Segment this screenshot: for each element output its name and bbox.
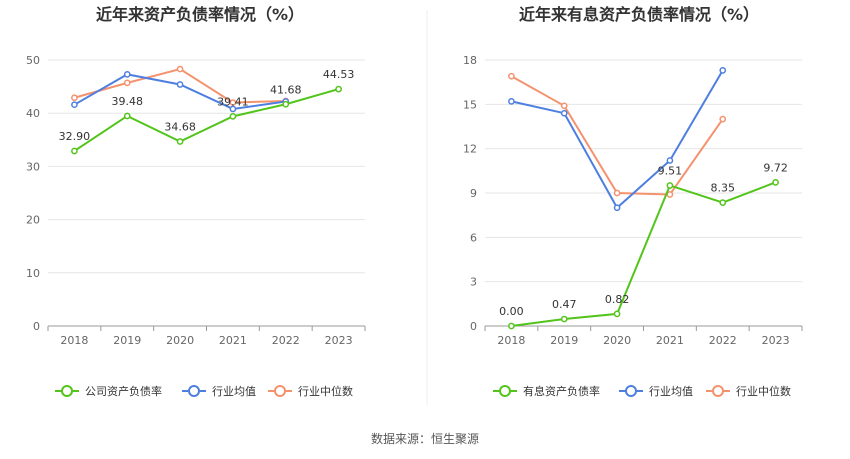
legend-label: 行业均值 [212,385,256,398]
data-point [176,65,184,73]
data-point [123,112,131,120]
source-note: 数据来源：恒生聚源 [370,432,479,446]
data-point [560,109,568,117]
legend-item: 行业均值 [182,385,256,398]
legend-marker [712,385,724,397]
series-line-industry-mean [73,73,286,110]
data-point [719,66,727,74]
data-point [229,105,237,113]
legend-label: 行业中位数 [298,384,353,398]
chart-title: 近年来有息资产负债率情况（%） [519,5,759,24]
y-tick-label: 18 [463,54,477,67]
legend-label: 公司资产负债率 [85,384,162,398]
legend-label: 行业均值 [649,385,693,398]
data-label: 39.48 [112,95,144,108]
legend-marker [274,385,286,397]
data-point [71,101,78,109]
series-line-industry-median [510,75,724,196]
x-tick-label: 2019 [113,334,141,347]
legend-item: 行业中位数 [706,384,791,398]
y-tick-label: 3 [470,276,477,289]
x-tick-label: 2020 [603,334,631,347]
x-tick-label: 2023 [762,334,790,347]
data-label: 9.51 [658,164,683,177]
legend-marker [188,385,200,397]
data-point [282,100,290,108]
data-point [508,322,515,330]
legend-marker [625,385,637,397]
x-tick-label: 2020 [166,334,194,347]
data-point [560,315,568,323]
data-label: 0.47 [552,298,577,311]
data-point [613,204,621,212]
x-tick-label: 2022 [272,334,300,347]
x-tick-label: 2023 [325,334,353,347]
data-point [176,81,184,88]
data-label: 44.53 [323,68,355,81]
data-point [123,79,131,87]
y-tick-label: 50 [26,54,40,67]
data-point [613,189,621,197]
y-tick-label: 0 [33,320,40,333]
x-tick-label: 2018 [60,334,88,347]
x-tick-label: 2019 [550,334,578,347]
legend-item: 行业中位数 [268,384,353,398]
x-tick-label: 2022 [709,334,737,347]
legend-label: 有息资产负债率 [523,384,600,398]
legend-marker [499,385,511,397]
data-label: 8.35 [711,182,736,195]
legend-item: 行业均值 [619,385,693,398]
y-tick-label: 12 [463,143,477,156]
legend-item: 有息资产负债率 [493,384,600,398]
y-tick-label: 6 [470,231,477,244]
legend-marker [61,385,73,397]
y-tick-label: 20 [26,214,40,227]
y-tick-label: 15 [463,98,477,111]
x-tick-label: 2021 [656,334,684,347]
y-tick-label: 10 [26,267,40,280]
data-point [71,94,78,102]
series-line-main [73,88,339,152]
series-line-main [511,181,776,327]
data-label: 41.68 [270,83,302,96]
data-label: 32.90 [59,130,91,143]
data-label: 0.82 [605,293,630,306]
data-point [508,72,515,80]
chart-title: 近年来资产负债率情况（%） [96,5,304,24]
data-point [229,99,237,106]
legend-label: 行业中位数 [736,384,791,398]
data-point [176,138,184,145]
data-point [229,112,237,120]
data-point [719,115,727,123]
data-point [123,71,131,78]
legend-item: 公司资产负债率 [55,384,162,398]
y-tick-label: 40 [26,107,40,120]
data-label: 0.00 [499,305,524,318]
interest-bearing-debt-ratio-chart: 近年来有息资产负债率情况（%） 0 3 6 9 12 15 18 2018 2019 2020 20… [463,5,803,398]
series-line-industry-mean [511,69,724,210]
y-tick-label: 0 [470,320,477,333]
data-point [613,310,621,318]
y-tick-label: 30 [26,160,40,173]
data-point [560,102,568,110]
data-point [508,98,515,105]
x-tick-label: 2018 [497,334,525,347]
data-point [71,147,78,155]
data-label: 9.72 [763,161,788,174]
data-point [666,191,674,198]
x-tick-label: 2021 [219,334,247,347]
data-label: 34.68 [164,121,196,134]
data-point [335,85,342,93]
data-point [772,179,779,186]
data-point [719,199,727,206]
data-point [666,182,674,189]
data-label: 39.41 [217,95,249,108]
y-tick-label: 9 [470,187,477,200]
data-point [666,157,674,164]
debt-ratio-chart: 近年来资产负债率情况（%） 0 10 20 30 40 50 2018 2019 2020 202… [26,5,366,398]
